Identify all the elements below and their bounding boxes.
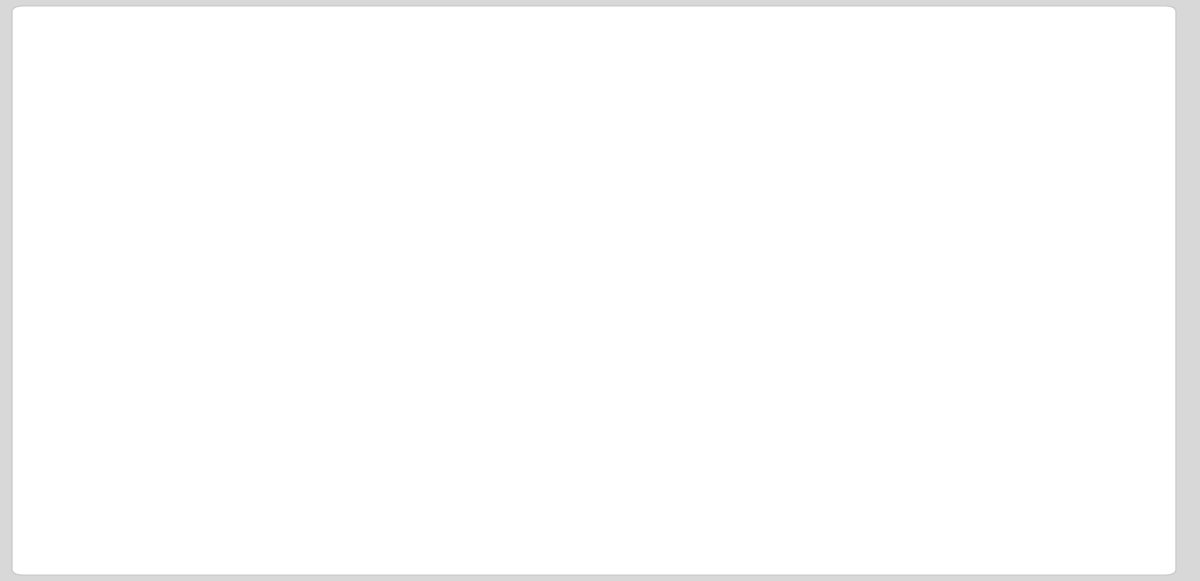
Text: If $-5x^2 + y^2 = 5$ then find $\dfrac{d^2y}{dx^2}$ at the: If $-5x^2 + y^2 = 5$ then find $\dfrac{d… [215, 358, 767, 433]
Text: ?: ? [988, 78, 1061, 200]
Text: point $(2,\,-5)$ in simplest form.: point $(2,\,-5)$ in simplest form. [215, 443, 689, 476]
Text: Oct 10, 8:04:18 AM: Oct 10, 8:04:18 AM [215, 253, 497, 281]
Text: Implicit Differentiation (Second: Implicit Differentiation (Second [215, 114, 713, 145]
Text: Derivative): Derivative) [215, 186, 392, 217]
